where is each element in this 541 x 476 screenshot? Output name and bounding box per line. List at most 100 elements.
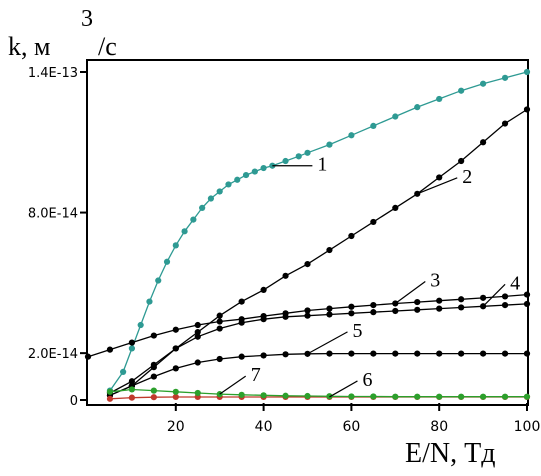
series-5-point — [480, 350, 487, 357]
series-3-point — [501, 293, 509, 300]
series-4-point — [216, 325, 223, 332]
y-axis-title: k, м 3 /c — [8, 6, 117, 61]
series-1-point — [523, 68, 531, 76]
series-7-point — [326, 393, 333, 400]
series-2-point — [348, 232, 355, 240]
annotation-label-7: 7 — [251, 364, 261, 386]
series-3-point — [172, 326, 179, 333]
series-3-point — [304, 307, 311, 314]
series-1-point — [242, 171, 250, 179]
series-5-point — [238, 353, 245, 360]
series-3-point — [436, 297, 443, 304]
series-3-point — [480, 294, 487, 301]
series-5 — [106, 350, 531, 399]
y-axis-title-unit: /c — [98, 32, 117, 61]
series-5-point — [501, 350, 509, 357]
annotation-leader-2 — [417, 177, 458, 195]
series-3-point — [326, 305, 333, 312]
annotation-label-5: 5 — [353, 320, 363, 342]
series-7-point — [348, 393, 355, 400]
annotation-label-1: 1 — [317, 154, 327, 176]
y-tick-label: 1.4E-13 — [28, 66, 78, 81]
series-7-point — [501, 393, 509, 400]
series-3-point — [216, 318, 223, 325]
series-5-point — [282, 351, 289, 358]
series-1-point — [458, 87, 465, 94]
series-1-point — [146, 298, 153, 305]
series-4-point — [150, 361, 157, 368]
series-1-point — [282, 157, 289, 165]
series-4-point — [414, 306, 421, 313]
plot-frame — [86, 59, 529, 406]
series-6 — [106, 393, 531, 402]
x-tick-label: 20 — [167, 419, 185, 435]
annotation-label-3: 3 — [430, 269, 440, 291]
series-3-point — [414, 298, 421, 306]
series-6-point — [150, 394, 157, 401]
series-3-point — [523, 291, 531, 298]
series-3-point — [150, 332, 157, 339]
series-7-point — [304, 392, 311, 400]
series-1-point — [225, 181, 232, 188]
series-1-point — [436, 95, 443, 103]
series-1-point — [181, 228, 188, 235]
series-5-point — [458, 350, 465, 357]
series-3-point — [348, 303, 355, 310]
series-7-point — [194, 389, 201, 397]
series-1-point — [370, 122, 377, 129]
series-7-line — [109, 388, 527, 398]
series-1-point — [348, 132, 355, 139]
series-1-point — [163, 258, 171, 265]
y-tick-label: 8.0E-14 — [28, 207, 78, 222]
y-tick-label: 2.0E-14 — [28, 347, 78, 362]
series-2-point — [523, 106, 531, 113]
series-2-point — [480, 139, 487, 146]
series-4 — [106, 300, 531, 397]
series-3-point — [128, 339, 135, 346]
series-7-point — [150, 387, 157, 394]
series-3-line — [87, 293, 528, 358]
series-1-point — [392, 113, 399, 120]
x-axis-title: E/N, Тд — [405, 438, 495, 469]
series-4-line — [109, 303, 528, 394]
series-4-point — [326, 311, 333, 318]
series-5-point — [523, 350, 531, 357]
x-tick-label: 40 — [255, 419, 273, 435]
x-tick-label: 60 — [342, 419, 360, 435]
series-5-point — [370, 350, 377, 357]
series-7-point — [172, 388, 179, 395]
annotation-label-6: 6 — [362, 369, 372, 391]
series-5-point — [194, 359, 201, 366]
series-1-point — [207, 195, 215, 202]
series-1-point — [326, 141, 333, 148]
series-4-point — [436, 305, 443, 312]
plot-area: 0 2.0E-14 8.0E-14 1.4E-13 20 40 60 80 100 1 2 3 4 5… — [28, 59, 540, 435]
series-7-point — [392, 393, 399, 400]
y-tick-label: 0 — [70, 394, 78, 409]
series-1-point — [304, 149, 311, 156]
series-4-point — [501, 302, 509, 309]
series-5-point — [414, 350, 421, 357]
series-3-point — [458, 296, 465, 303]
series-7-point — [106, 388, 114, 395]
annotation-leader-5 — [307, 331, 348, 355]
annotation-leader-3 — [394, 280, 426, 304]
series-4-point — [238, 319, 245, 326]
series-4-point — [370, 309, 377, 316]
series-5-point — [216, 355, 223, 363]
series-5-point — [260, 352, 267, 359]
annotation-leader-4 — [482, 283, 506, 307]
series-4-point — [523, 300, 531, 308]
series-2 — [106, 106, 531, 399]
series-5-line — [109, 352, 527, 396]
series-5-point — [348, 350, 355, 357]
series-2-point — [194, 328, 201, 336]
x-tick-label: 80 — [430, 419, 448, 435]
series-2-point — [260, 286, 267, 293]
series-7-point — [480, 393, 487, 400]
series-7-point — [282, 392, 289, 399]
series-4-point — [260, 316, 267, 323]
series-2-point — [501, 120, 509, 127]
annotation-label-2: 2 — [462, 166, 472, 188]
